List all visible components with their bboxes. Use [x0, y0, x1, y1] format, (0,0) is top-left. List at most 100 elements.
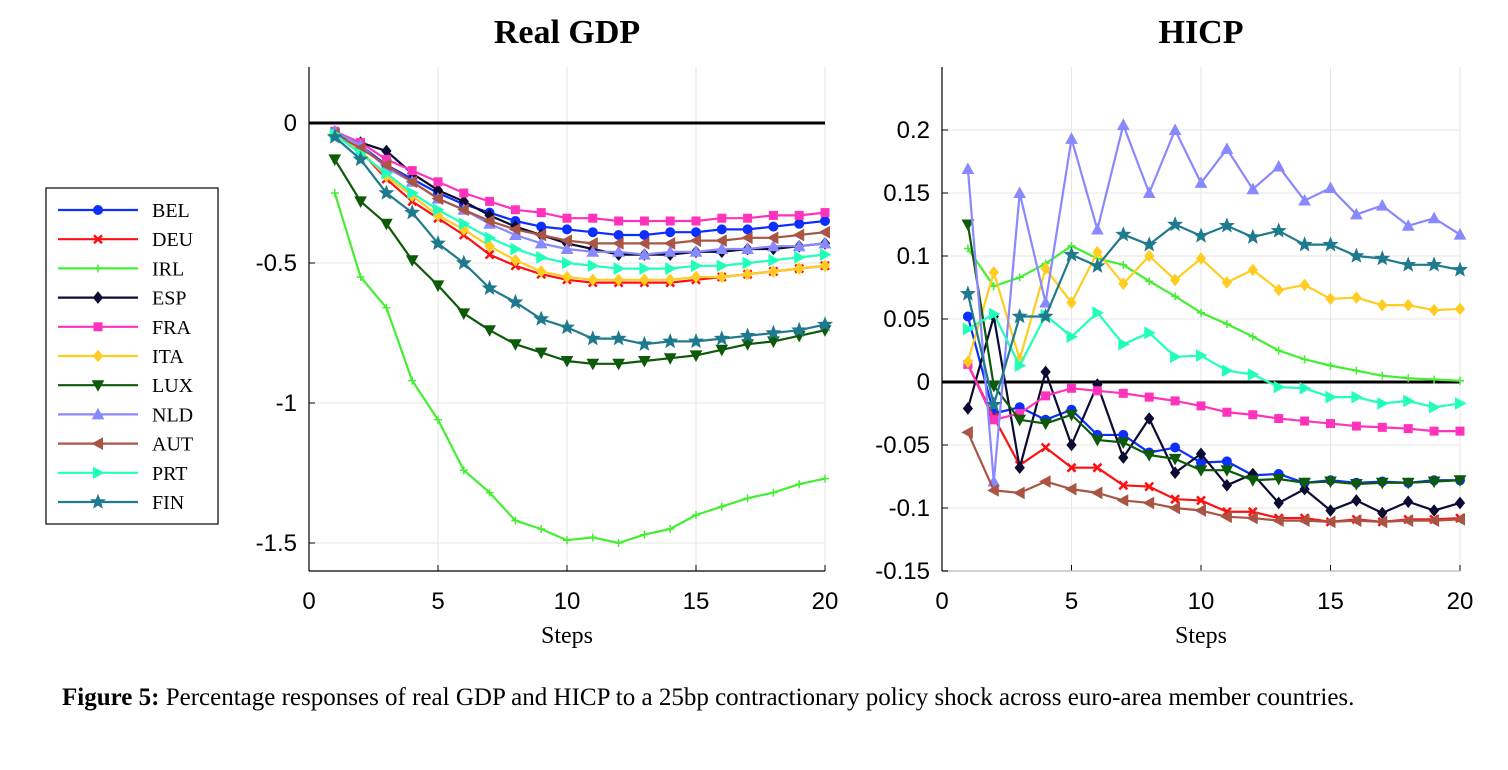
data-point-lux-shape [1324, 476, 1337, 489]
data-point-nld [792, 239, 806, 252]
data-point-nld-shape [715, 242, 729, 254]
data-point-fin [713, 330, 730, 346]
y-tick-label: -0.05 [875, 432, 930, 459]
data-point-aut-shape [1142, 496, 1155, 510]
data-point-prt [1170, 350, 1182, 364]
legend-marker [93, 466, 105, 480]
legend-marker-shape [93, 234, 103, 245]
data-point-esp-shape [1144, 412, 1155, 425]
data-point-fin-shape [1374, 250, 1391, 266]
data-point-irl [717, 502, 726, 511]
data-point-nld [586, 245, 600, 257]
data-point-lux-shape [689, 350, 703, 362]
data-point-esp-shape [1040, 365, 1051, 379]
data-point-fra-shape [1067, 383, 1076, 393]
data-point-lux-shape [1246, 475, 1260, 487]
data-point-aut [637, 237, 650, 250]
data-point-irl-shape [485, 488, 494, 497]
data-point-esp-shape [1221, 479, 1233, 492]
data-point-deu-shape [1092, 462, 1103, 473]
data-point-aut-shape [961, 426, 973, 439]
data-point-fra-shape [1144, 392, 1154, 402]
data-point-aut [1116, 494, 1129, 507]
data-point-fin [1011, 308, 1028, 324]
data-point-fin-shape [1322, 236, 1339, 252]
data-point-lux [586, 358, 600, 371]
data-point-nld-shape [586, 245, 600, 257]
data-point-nld [663, 245, 677, 257]
data-point-irl-shape [356, 273, 365, 281]
data-point-fin-shape [533, 310, 550, 326]
data-point-prt [1014, 359, 1027, 372]
data-point-fin-shape [1141, 236, 1158, 252]
data-point-prt-shape [665, 262, 677, 275]
data-point-deu [1066, 462, 1077, 473]
data-point-irl-shape [1171, 292, 1180, 301]
data-point-nld [1065, 132, 1078, 144]
data-point-lux [1427, 476, 1441, 489]
data-point-aut [457, 203, 469, 217]
data-point-lux-shape [961, 219, 975, 232]
data-point-esp-shape [1169, 466, 1181, 480]
data-point-fin [378, 184, 395, 200]
data-point-fra-shape [1274, 414, 1284, 424]
data-point-irl-shape [989, 282, 998, 291]
data-point-bel-shape [665, 227, 676, 238]
data-point-esp-shape [1118, 451, 1129, 464]
data-point-fra-shape [433, 177, 443, 187]
legend-item-esp: ESP [58, 288, 186, 310]
data-point-aut-shape [1427, 514, 1440, 527]
data-point-aut-shape [663, 237, 676, 250]
data-point-prt-shape [1325, 390, 1338, 404]
data-point-fin-shape [662, 333, 679, 349]
series-nld [328, 124, 832, 260]
data-point-lux-shape [1116, 437, 1130, 450]
data-point-bel [794, 218, 805, 229]
data-point-aut-shape [534, 228, 547, 242]
data-point-aut-shape [766, 231, 779, 245]
data-point-lux-shape [1350, 479, 1363, 491]
legend-marker-shape [91, 407, 105, 420]
data-point-aut [961, 426, 973, 439]
data-point-bel [613, 230, 624, 240]
series-esp [962, 310, 1466, 520]
data-point-prt [962, 322, 975, 336]
data-point-nld-shape [534, 236, 548, 249]
data-point-nld [1350, 207, 1363, 220]
data-point-irl-shape [614, 539, 623, 547]
data-point-ita-shape [690, 270, 702, 284]
data-point-prt [1325, 390, 1338, 404]
data-point-nld [1272, 160, 1286, 172]
data-point-irl-shape [563, 536, 571, 545]
data-point-lux-shape [457, 308, 471, 320]
data-point-bel-shape [691, 227, 701, 238]
data-point-prt-shape [639, 262, 651, 275]
y-tick-label: 0.05 [883, 306, 930, 333]
data-point-ita [742, 267, 753, 281]
data-point-ita [1428, 303, 1440, 317]
data-point-fin-shape [326, 128, 343, 144]
data-point-irl [963, 244, 972, 253]
data-point-fra-shape [614, 216, 624, 226]
data-point-aut-shape [586, 237, 598, 250]
x-tick-label: 0 [935, 588, 948, 615]
data-point-prt-shape [1221, 364, 1234, 378]
data-point-nld-shape [767, 239, 780, 252]
data-point-ita-shape [1195, 252, 1207, 265]
data-point-lux-shape [1220, 465, 1234, 477]
figure-caption: Figure 5: Percentage responses of real G… [62, 681, 1482, 715]
data-point-nld [1246, 182, 1260, 195]
data-point-fra [433, 177, 443, 187]
data-point-fra-shape [1222, 407, 1232, 417]
data-point-nld [560, 242, 574, 254]
data-point-irl [563, 536, 571, 545]
data-point-fin-shape [1244, 228, 1261, 244]
data-point-fin [1115, 226, 1132, 242]
data-point-nld [689, 245, 703, 257]
data-point-lux-shape [354, 196, 367, 208]
data-point-lux-shape [1375, 477, 1389, 490]
data-point-lux [354, 196, 367, 208]
data-point-nld [1324, 181, 1337, 193]
data-point-lux [689, 350, 703, 362]
data-point-esp [1144, 412, 1155, 425]
